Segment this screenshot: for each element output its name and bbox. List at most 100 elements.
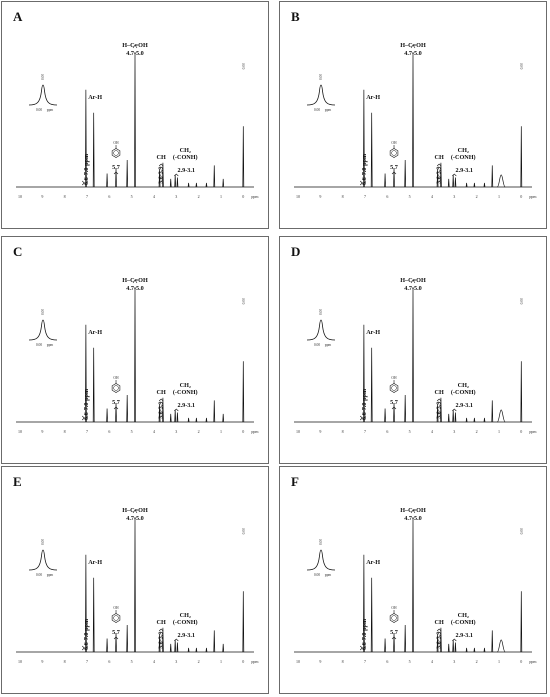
peak-6	[158, 634, 161, 653]
x-unit-label: ppm	[251, 659, 259, 664]
peak-3	[393, 403, 395, 423]
inset-top-label: 0.00	[319, 309, 323, 315]
x-tick-label: 8	[64, 194, 66, 199]
inset-peak	[306, 549, 336, 571]
peak-2	[384, 638, 386, 653]
inset-peak	[28, 549, 58, 571]
x-tick-label: 7	[86, 429, 88, 434]
peak-9	[452, 174, 455, 188]
peak-3	[115, 403, 117, 423]
peak-4	[404, 624, 407, 653]
arh-marker	[360, 180, 363, 186]
peak-5	[412, 51, 414, 188]
x-tick-label: 3	[175, 659, 177, 664]
peak-2	[106, 173, 108, 188]
inset-x-label: 0.00	[314, 108, 320, 112]
x-tick-label: 10	[296, 194, 300, 199]
annotation-hcoh-range: 4.7-5.0	[404, 50, 422, 57]
x-tick-label: 6	[386, 659, 388, 664]
panel-letter: D	[291, 244, 301, 259]
peak-15	[222, 413, 225, 423]
ch2-marker	[174, 638, 179, 642]
annotation-ch: CH	[434, 154, 443, 161]
marker-5-7	[391, 171, 397, 175]
peak-2	[106, 408, 108, 423]
annotation-ch2-range: 2.9-3.1	[177, 402, 195, 409]
x-tick-label: 2	[198, 194, 200, 199]
annotation-5-7: 5.7	[112, 399, 120, 406]
peak-6	[436, 169, 439, 188]
phenol-oh-label: OH	[391, 376, 397, 380]
peak-13	[483, 647, 486, 653]
x-unit-label: ppm	[529, 194, 537, 199]
peak-0	[363, 324, 365, 423]
peak-8	[169, 178, 172, 188]
benzene-ring-inner	[391, 385, 397, 391]
annotation-arh-range: 6.6-7.0 ppm	[83, 388, 90, 420]
peak-6	[158, 169, 161, 188]
x-tick-label: 6	[108, 194, 110, 199]
annotation-ch2: CH₂	[458, 382, 469, 389]
x-tick-label: 9	[41, 659, 43, 664]
x-tick-label: 3	[175, 194, 177, 199]
peak-11	[187, 182, 190, 188]
x-tick-label: 4	[431, 659, 433, 664]
x-tick-label: 1	[220, 429, 222, 434]
peak-4	[126, 394, 129, 423]
peak-7	[440, 397, 442, 423]
arh-marker	[360, 645, 363, 651]
peak-4	[404, 159, 407, 188]
annotation-ch2: CH₂	[180, 147, 191, 154]
x-tick-label: 5	[409, 659, 411, 664]
annotation-arh-range: 6.6-7.0 ppm	[361, 388, 368, 420]
tms-label: 0.00	[520, 63, 524, 69]
benzene-ring-inner	[113, 615, 119, 621]
inset-x-label: 0.00	[314, 573, 320, 577]
peak-13	[483, 182, 486, 188]
peak-12	[473, 417, 476, 423]
annotation-ch2-range: 2.9-3.1	[455, 167, 473, 174]
tms-label: 0.00	[242, 63, 246, 69]
annotation-arh-range: 6.6-7.0 ppm	[361, 618, 368, 650]
peak-6	[158, 404, 161, 423]
peak-1	[370, 347, 373, 423]
peak-15	[496, 639, 506, 653]
x-tick-label: 4	[153, 194, 155, 199]
annotation-ch2-sub: (-CONH)	[173, 619, 198, 626]
ch-marker	[158, 163, 164, 167]
tms-label: 0.00	[242, 298, 246, 304]
inset-unit-label: ppm	[325, 573, 332, 577]
inset-x-label: 0.00	[36, 343, 42, 347]
peak-5	[134, 516, 136, 653]
inset-unit-label: ppm	[47, 343, 54, 347]
peak-0	[363, 89, 365, 188]
peak-1	[370, 112, 373, 188]
phenol-oh-label: OH	[391, 606, 397, 610]
peak-1	[370, 577, 373, 653]
peak-15	[222, 178, 225, 188]
peak-4	[126, 624, 129, 653]
spectrum-panel-b: B 10 9 8 7 6 5 4 3 2 1 0 ppm 0.00 ppm 0.00 0.00 H–C=OH 4.…	[279, 1, 547, 229]
inset-top-label: 0.00	[41, 309, 45, 315]
annotation-arh-range: 6.6-7.0 ppm	[361, 153, 368, 185]
peak-15	[496, 174, 506, 188]
peak-13	[205, 417, 208, 423]
x-tick-label: 0	[520, 659, 522, 664]
peak-14	[491, 165, 494, 188]
peak-16	[520, 591, 523, 653]
annotation-ch-range: 3.6-3.9	[158, 401, 165, 419]
x-tick-label: 1	[498, 194, 500, 199]
spectrum-panel-c: C 10 9 8 7 6 5 4 3 2 1 0 ppm 0.00 ppm 0.00 0.00 H–C=OH 4.…	[1, 236, 269, 464]
annotation-ch2: CH₂	[180, 612, 191, 619]
annotation-arh-range: 6.6-7.0 ppm	[83, 153, 90, 185]
panel-letter: B	[291, 9, 300, 24]
x-tick-label: 3	[453, 429, 455, 434]
peak-12	[195, 182, 198, 188]
peak-12	[473, 182, 476, 188]
x-tick-label: 8	[342, 429, 344, 434]
peak-16	[520, 361, 523, 423]
benzene-ring-icon	[111, 613, 121, 623]
